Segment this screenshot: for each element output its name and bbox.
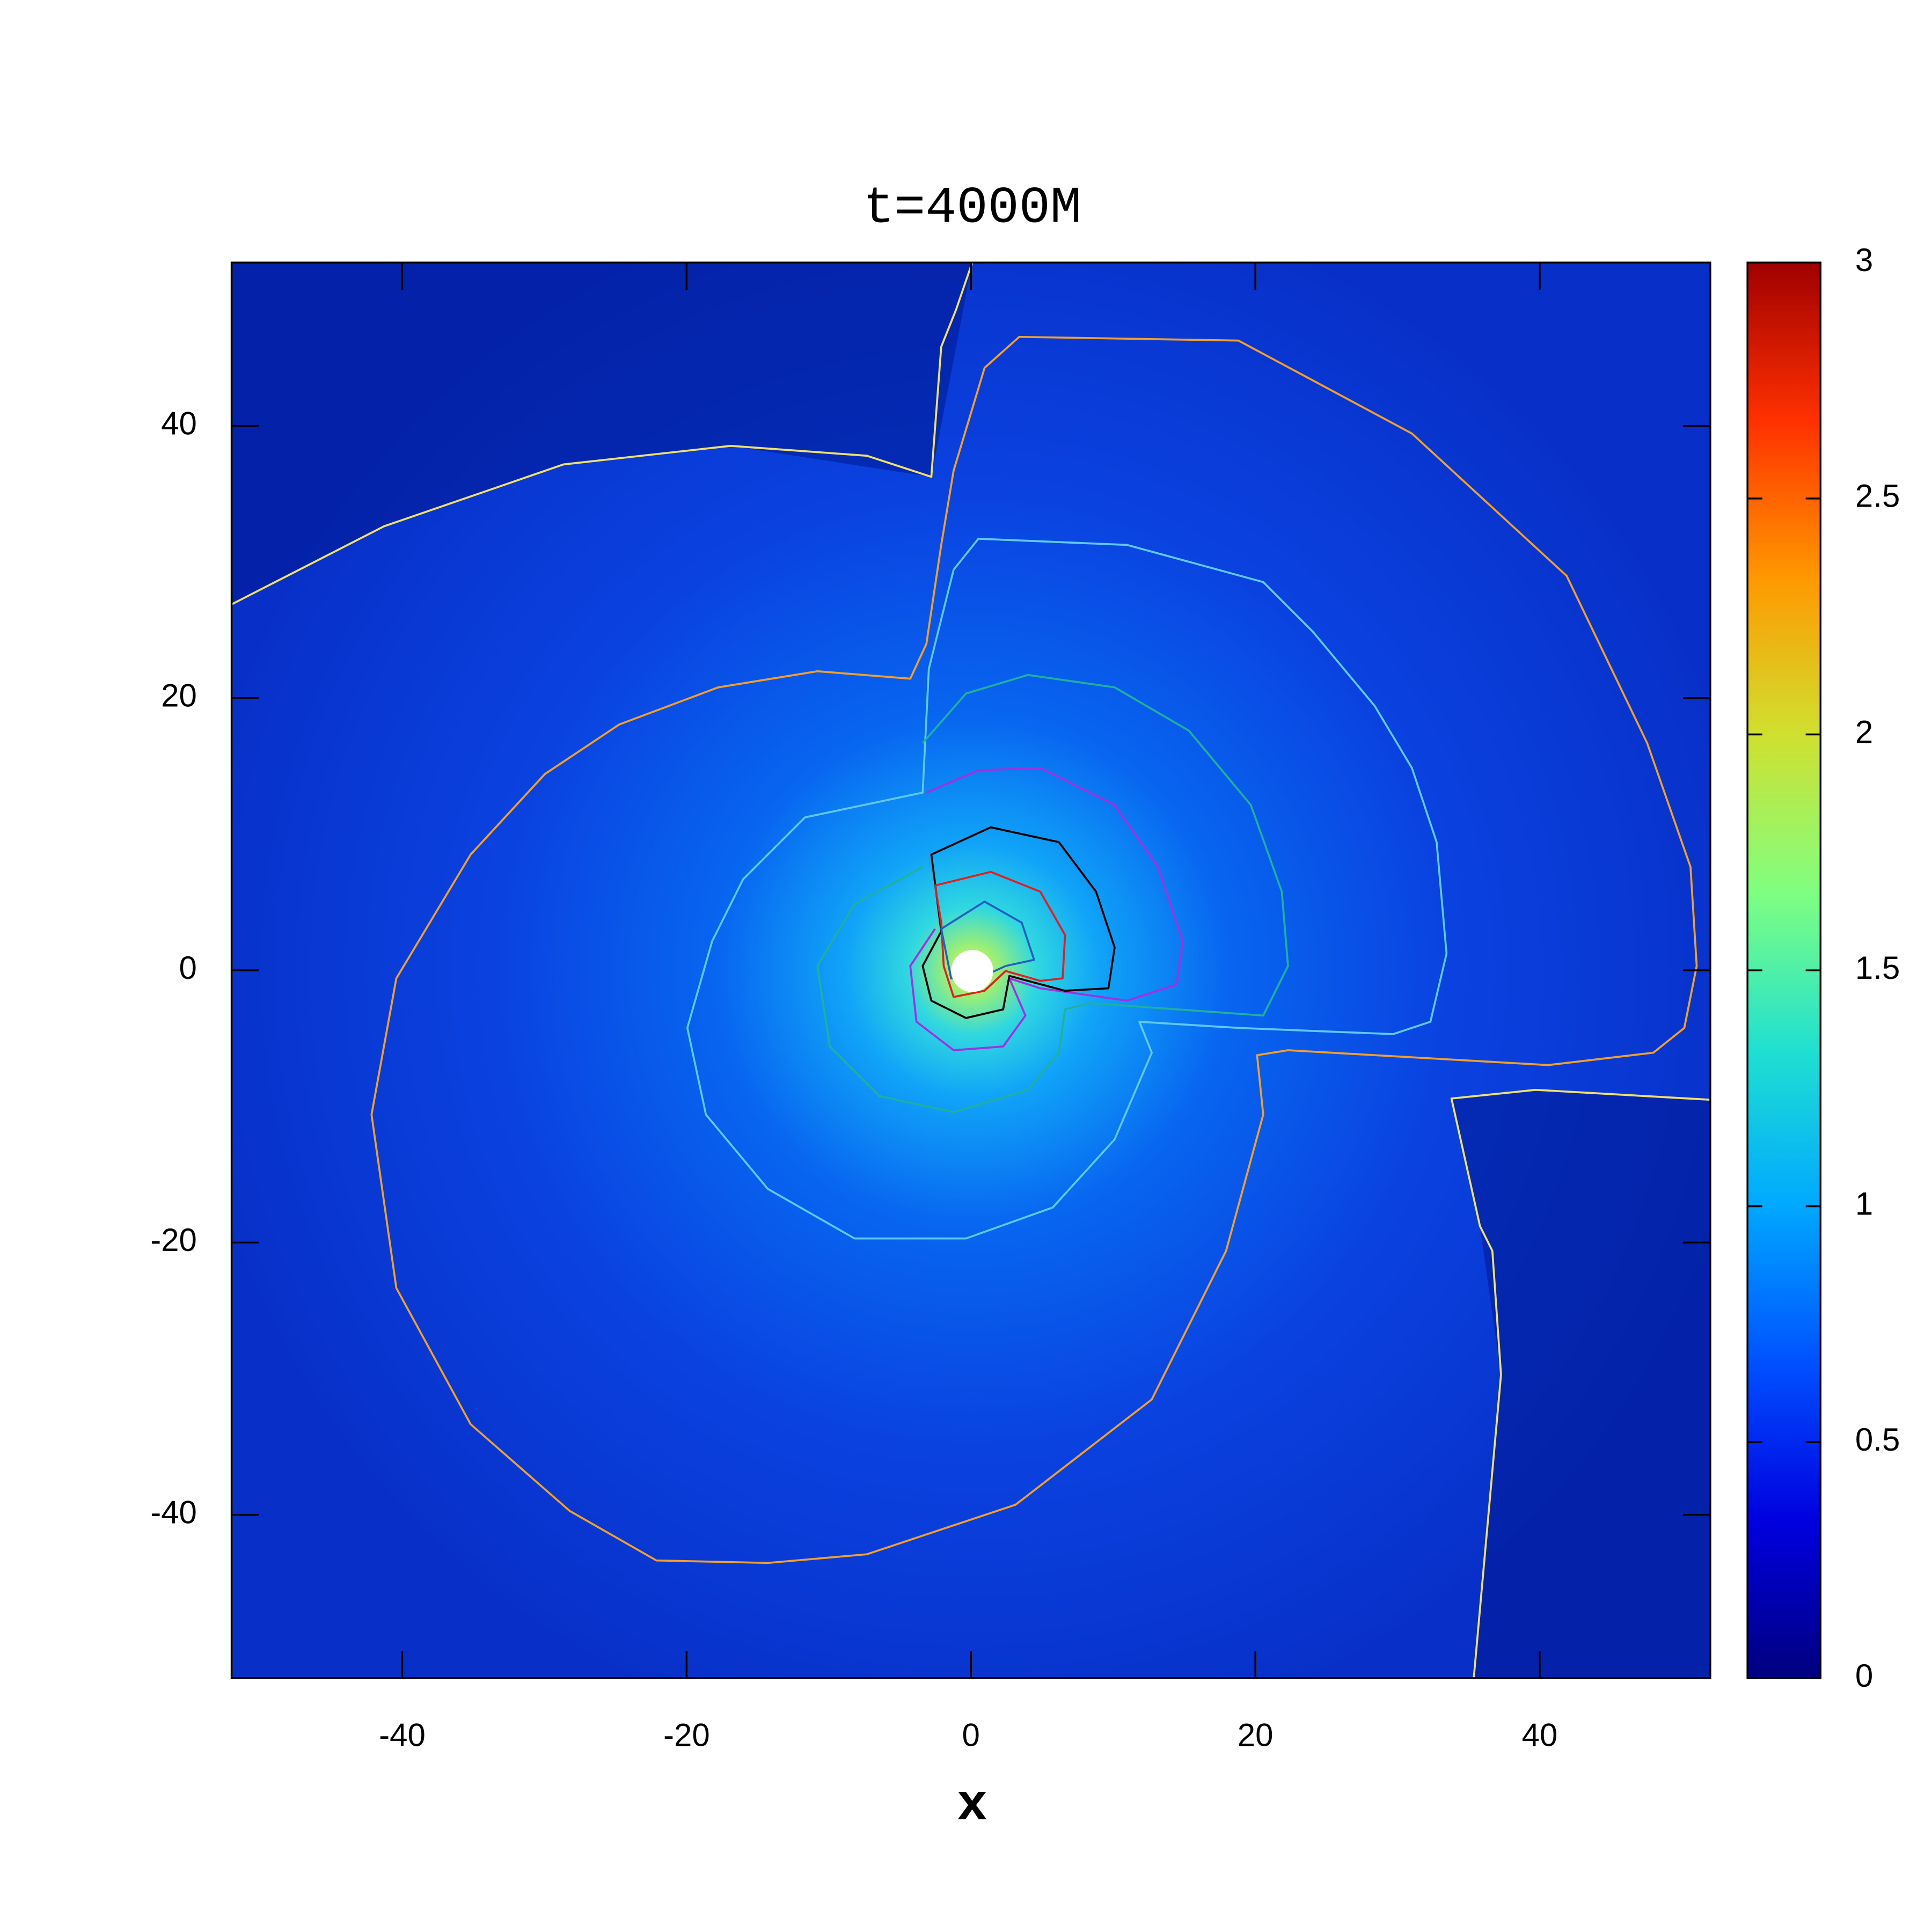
x-tick-label: 0 xyxy=(962,1717,980,1753)
colorbar-tick-label: 2 xyxy=(1855,714,1873,750)
contour xyxy=(909,766,1184,1051)
contour xyxy=(1450,1088,1710,1678)
dark-region xyxy=(231,262,972,605)
colorbar-tick-label: 0 xyxy=(1855,1658,1873,1694)
colorbar-tick-label: 1.5 xyxy=(1855,950,1900,986)
contour xyxy=(370,335,1698,1564)
contour xyxy=(816,674,1289,1114)
chart-title: t=4000M xyxy=(863,179,1081,238)
y-tick-label: -20 xyxy=(150,1222,197,1258)
x-tick-label: -20 xyxy=(663,1717,710,1753)
x-tick-label: 20 xyxy=(1238,1717,1274,1753)
heatmap xyxy=(231,262,1710,1678)
contour xyxy=(686,538,1448,1240)
colorbar-tick-label: 2.5 xyxy=(1855,478,1900,514)
colorbar-tick-label: 0.5 xyxy=(1855,1422,1900,1458)
y-tick-label: 0 xyxy=(179,950,197,986)
x-tick-label: 40 xyxy=(1522,1717,1558,1753)
y-tick-label: -40 xyxy=(150,1494,197,1530)
colorbar-tick-label: 1 xyxy=(1855,1186,1873,1222)
x-axis-label: x xyxy=(956,1776,987,1835)
y-tick-label: 20 xyxy=(161,678,197,714)
inner-hole xyxy=(951,950,993,992)
contour xyxy=(934,870,1066,998)
contour xyxy=(231,262,974,605)
colorbar-tick-label: 3 xyxy=(1855,242,1873,278)
contour xyxy=(921,826,1116,1019)
dark-region xyxy=(1451,1089,1710,1678)
x-tick-label: -40 xyxy=(379,1717,426,1753)
y-tick-label: 40 xyxy=(161,405,197,441)
